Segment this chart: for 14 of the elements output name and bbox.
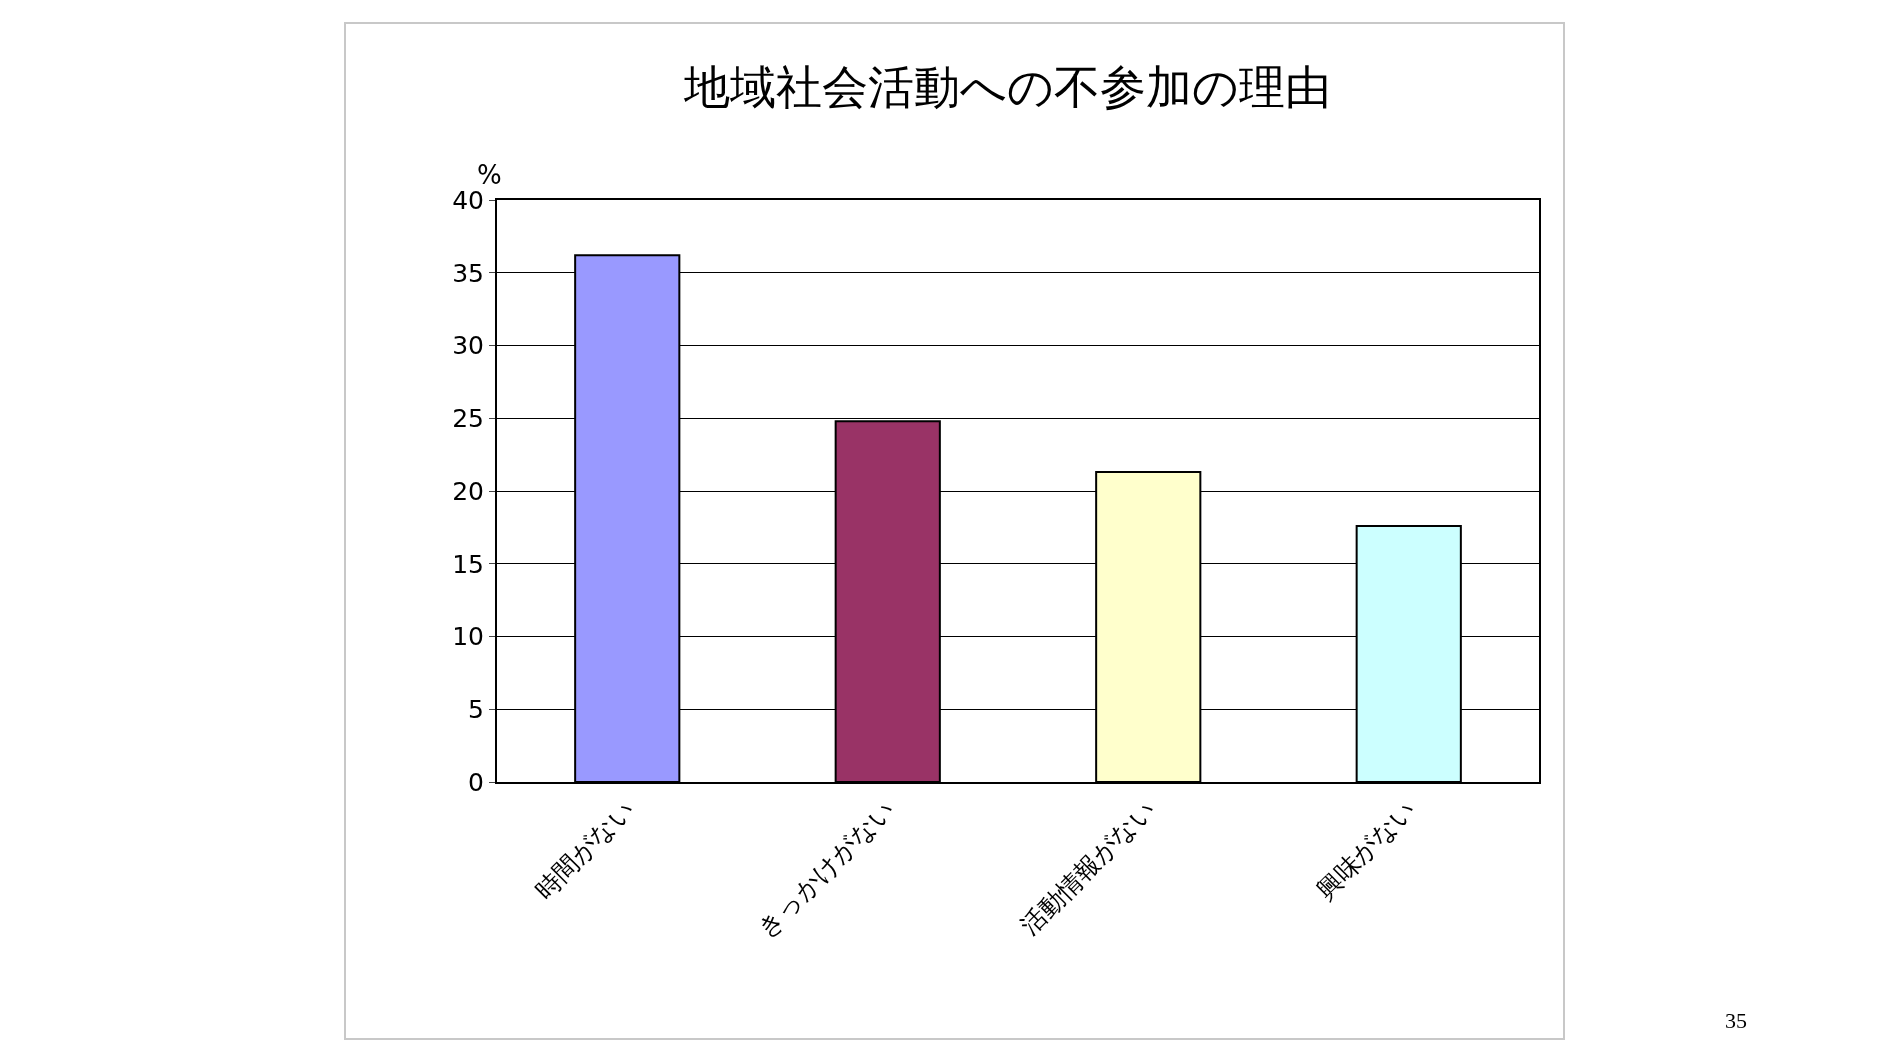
x-tick-label: きっかけがない [751, 794, 901, 944]
y-tick-label: 30 [452, 331, 484, 361]
y-tick-label: 10 [452, 622, 484, 652]
x-tick-label: 時間がない [529, 794, 641, 906]
y-tick-label: 5 [468, 695, 484, 724]
y-tick-label: 25 [452, 404, 484, 433]
y-tick-label: 20 [452, 476, 484, 506]
x-tick-label: 興味がない [1310, 794, 1422, 906]
y-tick-label: 15 [452, 549, 484, 579]
chart-title: 地域社会活動への不参加の理由 [683, 60, 1332, 115]
text: 35 [1725, 1008, 1747, 1034]
y-tick-label: 35 [452, 258, 484, 288]
y-tick-label: 0 [468, 767, 484, 797]
x-tick-label: 活動情報がない [1014, 794, 1162, 941]
